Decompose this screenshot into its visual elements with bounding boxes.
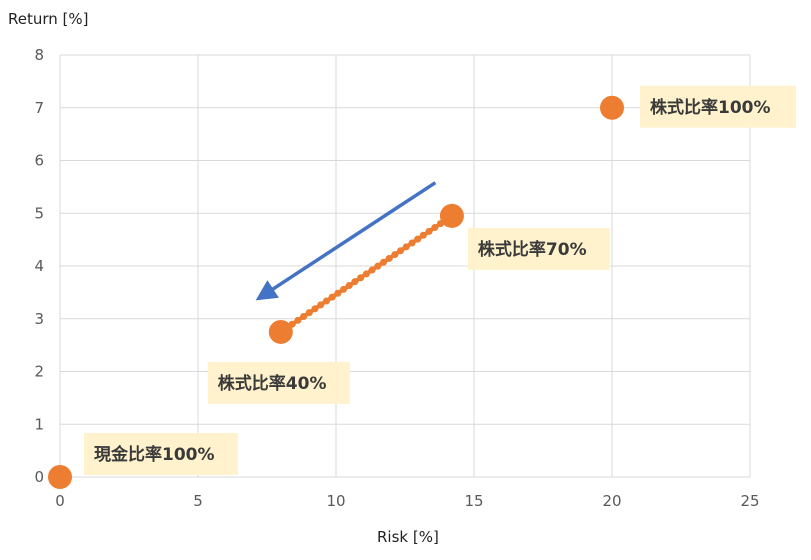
y-tick-label: 8 (34, 46, 44, 64)
series-point (345, 282, 353, 290)
series-point (379, 258, 387, 266)
series-point (391, 251, 399, 259)
y-tick-label: 3 (34, 310, 44, 328)
y-tick-label: 4 (34, 257, 44, 275)
series-point (334, 289, 342, 297)
series-point (328, 293, 336, 301)
series-point (385, 254, 393, 262)
x-tick-label: 15 (464, 492, 483, 510)
series-point (414, 235, 422, 243)
y-tick-label: 5 (34, 204, 44, 222)
data-label-box (640, 85, 796, 128)
x-tick-label: 5 (193, 492, 203, 510)
series-point (294, 316, 302, 324)
series-point (357, 274, 365, 282)
direction-arrow (255, 181, 437, 301)
y-tick-label: 2 (34, 363, 44, 381)
data-label-box (207, 361, 350, 404)
x-axis-title: Risk [%] (377, 528, 439, 546)
x-tick-label: 25 (740, 492, 759, 510)
data-point-marker (268, 319, 293, 344)
y-axis-title: Return [%] (8, 10, 89, 28)
data-label: 現金比率100% (94, 444, 215, 465)
series-point (374, 262, 382, 270)
series-point (351, 278, 359, 286)
y-tick-label: 1 (34, 415, 44, 433)
series-point (425, 227, 433, 235)
series-point (322, 297, 330, 305)
series-point (419, 231, 427, 239)
data-point-marker (48, 465, 72, 489)
series-point (340, 285, 348, 293)
data-point-marker (600, 95, 624, 120)
series-point (300, 312, 308, 320)
y-tick-label: 0 (34, 468, 44, 486)
series-point (402, 243, 410, 251)
series-point (362, 270, 370, 278)
y-tick-label: 6 (34, 152, 44, 170)
data-label-box (467, 227, 610, 270)
x-tick-label: 0 (55, 492, 65, 510)
series-point (397, 247, 405, 255)
data-label-box (84, 433, 238, 475)
data-label: 株式比率100% (650, 97, 771, 118)
data-point-marker (439, 203, 464, 228)
series-point (368, 266, 376, 274)
y-tick-label: 7 (34, 99, 44, 117)
series-point (311, 305, 319, 313)
series-point (317, 301, 325, 309)
data-label: 株式比率40% (218, 373, 327, 394)
data-label: 株式比率70% (478, 239, 587, 260)
series-point (408, 239, 416, 247)
series-point (305, 309, 313, 317)
series-point (431, 223, 439, 231)
x-tick-label: 20 (602, 492, 621, 510)
x-tick-label: 10 (326, 492, 345, 510)
